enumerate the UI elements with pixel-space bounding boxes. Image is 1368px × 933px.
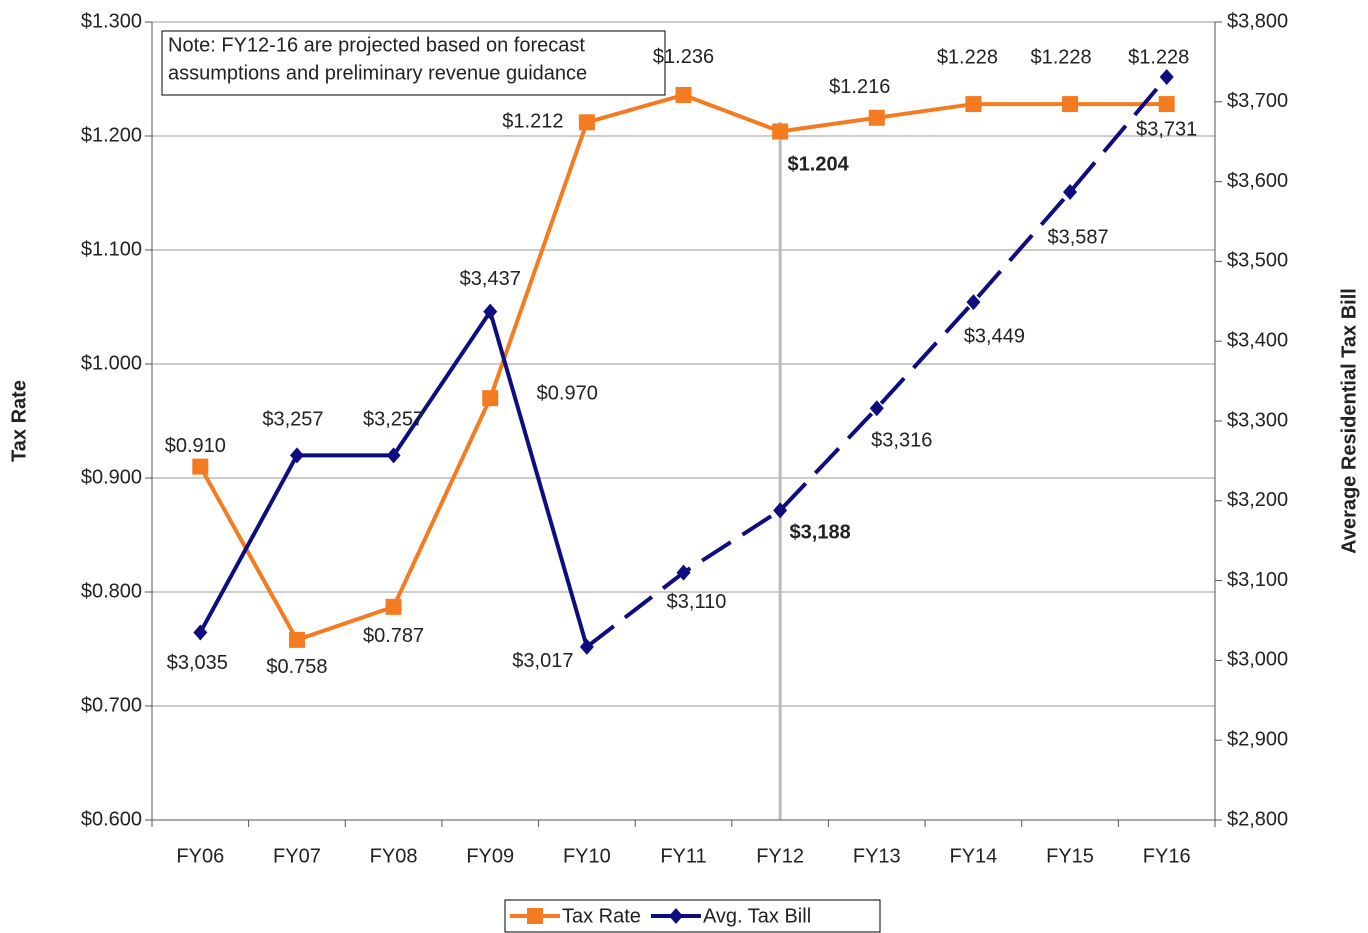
y2-tick-label: $3,800 [1227,10,1288,32]
data-label: $1.228 [937,46,998,68]
y2-tick-label: $3,400 [1227,329,1288,351]
x-tick-label: FY07 [273,845,321,867]
data-label: $1.236 [653,46,714,68]
point [1063,183,1078,200]
x-tick-label: FY10 [563,845,611,867]
y2-tick-label: $3,600 [1227,170,1288,192]
y2-tick-label: $2,900 [1227,728,1288,750]
data-label: $0.758 [266,656,327,678]
data-label: $3,257 [363,409,424,431]
point [289,447,304,464]
x-tick-label: FY13 [853,845,901,867]
data-label: $3,587 [1047,226,1108,248]
legend-label: Avg. Tax Bill [703,905,811,927]
y-tick-label: $1.000 [81,352,142,374]
point [668,908,683,924]
point [868,109,885,126]
x-tick-label: FY14 [950,845,998,867]
data-label: $3,035 [167,652,228,674]
x-tick-label: FY08 [370,845,418,867]
y-tick-label: $0.800 [81,580,142,602]
data-label: $1.216 [829,76,890,98]
point [869,400,884,417]
point [192,458,209,475]
point [773,502,788,519]
point [1158,96,1175,113]
data-label: $1.212 [502,111,563,133]
data-label: $1.228 [1030,46,1091,68]
y2-tick-label: $3,700 [1227,90,1288,112]
series-line [198,92,1167,643]
legend-label: Tax Rate [562,905,641,927]
point [482,390,499,407]
data-label: $3,449 [964,325,1025,347]
x-tick-label: FY11 [660,845,706,867]
point [385,598,402,615]
series-line [198,307,589,648]
point [966,294,981,311]
y-tick-label: $1.100 [81,238,142,260]
y2-tick-label: $2,800 [1227,808,1288,830]
x-tick-label: FY15 [1046,845,1094,867]
data-label: $0.787 [363,625,424,647]
point [386,447,401,464]
point [288,631,305,648]
y-axis-title: Tax Rate [8,380,30,462]
point [965,96,982,113]
x-tick-label: FY06 [176,845,224,867]
y-tick-label: $0.900 [81,466,142,488]
point [675,86,692,103]
x-tick-label: FY12 [756,845,804,867]
y2-tick-label: $3,200 [1227,489,1288,511]
note-text: Note: FY12-16 are projected based on for… [168,34,585,56]
note-box [161,30,666,96]
series-line [585,75,1169,649]
point [772,123,789,140]
y2-tick-label: $3,100 [1227,569,1288,591]
data-label: $3,257 [262,409,323,431]
data-label: $0.970 [537,382,598,404]
x-tick-label: FY16 [1143,845,1191,867]
point [527,908,543,924]
y-tick-label: $0.600 [81,808,142,830]
point [578,114,595,131]
data-label: $1.228 [1128,46,1189,68]
point [1062,96,1079,113]
data-label: $1.204 [788,154,850,176]
y2-tick-label: $3,300 [1227,409,1288,431]
point [676,564,691,581]
y-tick-label: $1.300 [81,10,142,32]
y2-axis-title: Average Residential Tax Bill [1338,288,1360,554]
data-label: $3,731 [1136,118,1197,140]
y-tick-label: $1.200 [81,124,142,146]
point [193,624,208,641]
data-label: $3,316 [871,430,932,452]
data-label: $3,437 [460,268,521,290]
data-label: $0.910 [165,435,226,457]
note-text: assumptions and preliminary revenue guid… [168,62,587,84]
y2-tick-label: $3,500 [1227,250,1288,272]
data-label: $3,017 [512,650,573,672]
x-tick-label: FY09 [466,845,514,867]
data-label: $3,188 [790,522,851,544]
point [579,638,594,655]
data-label: $3,110 [667,591,727,613]
y-tick-label: $0.700 [81,694,142,716]
point [483,303,498,320]
point [1159,69,1174,86]
y2-tick-label: $3,000 [1227,649,1288,671]
